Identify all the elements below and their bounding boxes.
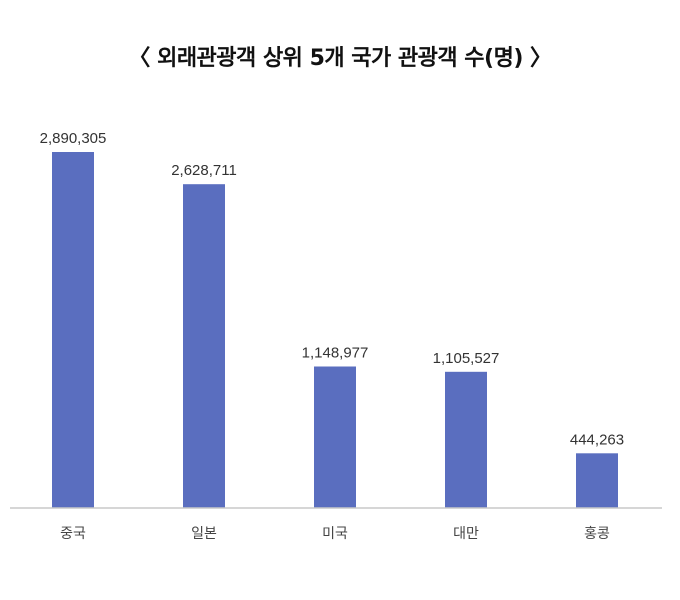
category-label-2: 일본 [191, 526, 217, 542]
bar-2 [183, 184, 225, 508]
chart-title: 〈 외래관광객 상위 5개 국가 관광객 수(명) 〉 [128, 46, 552, 71]
bar-value-label-5: 444,263 [570, 431, 624, 448]
labels-group: 2,890,305 중국 2,628,711 일본 1,148,977 미국 1,105,5… [40, 130, 624, 542]
bars-group [52, 152, 618, 508]
bar-1 [52, 152, 94, 508]
bar-4 [445, 371, 487, 508]
bar-value-label-3: 1,148,977 [302, 345, 369, 362]
bar-value-label-1: 2,890,305 [40, 130, 107, 147]
bar-value-label-4: 1,105,527 [433, 350, 500, 367]
category-label-1: 중국 [60, 526, 86, 542]
bar-3 [314, 366, 356, 508]
category-label-4: 대만 [453, 526, 479, 542]
bar-value-label-2: 2,628,711 [171, 162, 237, 179]
category-label-5: 홍콩 [584, 526, 610, 542]
category-label-3: 미국 [322, 526, 348, 542]
bar-5 [576, 453, 618, 508]
